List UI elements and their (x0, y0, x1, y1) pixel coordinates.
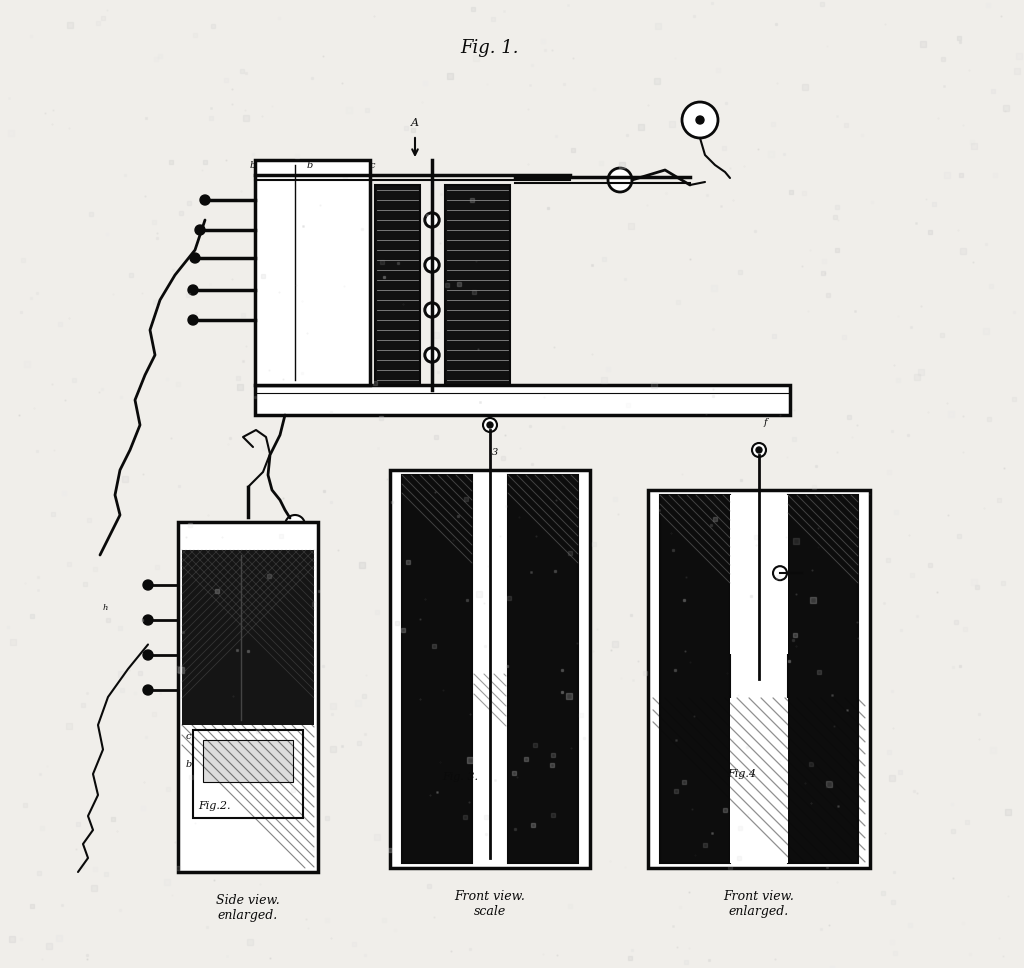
Bar (508, 475, 578, 863)
Text: Fig.2.: Fig.2. (198, 801, 230, 811)
Circle shape (752, 443, 766, 457)
Bar (255, 385, 790, 415)
Circle shape (427, 305, 437, 315)
Bar (730, 698, 788, 863)
Circle shape (200, 195, 210, 205)
Bar (660, 495, 730, 863)
Text: b: b (186, 760, 193, 769)
Bar (730, 495, 788, 653)
Bar (193, 730, 303, 818)
Bar (648, 490, 870, 868)
Circle shape (143, 650, 153, 660)
Circle shape (608, 168, 632, 192)
Text: h: h (103, 603, 109, 612)
Bar (390, 470, 590, 868)
Bar (255, 160, 370, 385)
Circle shape (195, 225, 205, 235)
Text: b: b (307, 161, 313, 170)
Bar (178, 522, 318, 872)
Text: 3: 3 (492, 448, 498, 457)
Text: b: b (250, 161, 256, 170)
Circle shape (756, 447, 762, 453)
Circle shape (424, 347, 440, 363)
Bar (788, 495, 858, 863)
Circle shape (773, 566, 787, 580)
Circle shape (188, 315, 198, 325)
Text: Front view.
scale: Front view. scale (455, 890, 525, 918)
Text: f: f (764, 418, 768, 427)
Circle shape (143, 615, 153, 625)
Bar (445, 185, 510, 385)
Circle shape (424, 302, 440, 318)
Circle shape (696, 116, 705, 124)
Circle shape (285, 515, 305, 535)
Circle shape (483, 418, 497, 432)
Text: Side view.
enlarged.: Side view. enlarged. (216, 894, 280, 922)
Circle shape (188, 285, 198, 295)
Bar (730, 700, 788, 861)
Bar (375, 185, 420, 385)
Circle shape (682, 102, 718, 138)
Circle shape (143, 580, 153, 590)
Text: A: A (411, 118, 419, 128)
Text: c: c (370, 161, 376, 170)
Text: Fig. 3.: Fig. 3. (442, 772, 478, 782)
Circle shape (427, 215, 437, 225)
Text: c: c (186, 732, 191, 741)
Text: Front view.
enlarged.: Front view. enlarged. (724, 890, 795, 918)
Bar (182, 550, 314, 725)
Circle shape (424, 257, 440, 273)
Text: Fig.4: Fig.4 (727, 770, 756, 779)
Circle shape (190, 253, 200, 263)
Bar (402, 475, 472, 863)
Circle shape (424, 212, 440, 228)
Circle shape (427, 260, 437, 270)
Bar (203, 740, 293, 782)
Circle shape (427, 350, 437, 360)
Text: Fig. 1.: Fig. 1. (461, 39, 519, 57)
Circle shape (487, 422, 493, 428)
Circle shape (143, 685, 153, 695)
